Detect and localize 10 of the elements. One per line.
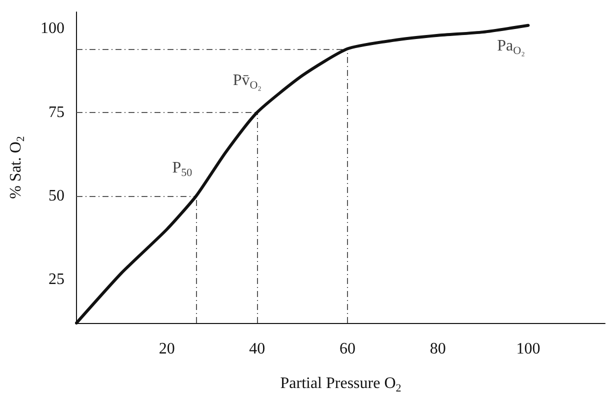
x-tick-label: 100 [516,340,540,358]
x-tick-label: 40 [249,340,266,358]
y-tick-label: 75 [48,104,64,121]
y-tick-label: 100 [40,20,64,38]
x-tick-label: 60 [340,340,356,358]
x-tick-label: 20 [158,340,175,358]
y-tick-label: 50 [48,187,64,204]
x-tick-label: 80 [430,340,446,358]
y-tick-label: 25 [48,271,64,288]
y-axis-title: % Sat. O2 [8,136,27,199]
